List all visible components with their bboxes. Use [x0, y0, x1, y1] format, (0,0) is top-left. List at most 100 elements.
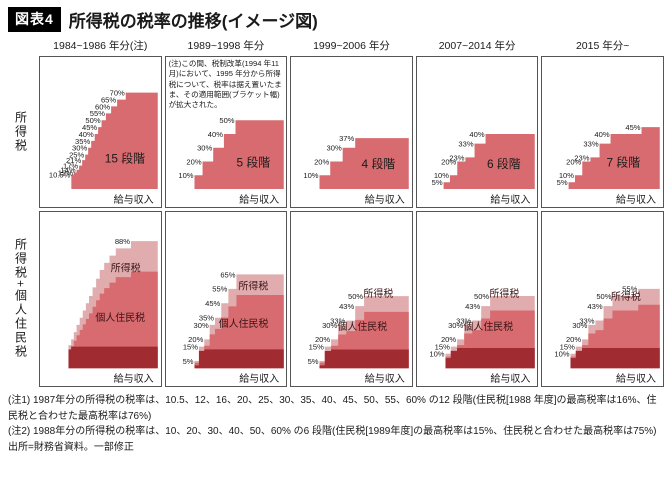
svg-text:30%: 30% — [72, 144, 87, 153]
panel-grid: 1984~1986 年分(注) 1989~1998 年分 1999~2006 年… — [0, 36, 670, 387]
x-axis-label: 給与収入 — [239, 195, 280, 206]
svg-text:55%: 55% — [623, 285, 638, 294]
panel-combined-2015: 10% 15% 20% 30% 33% 43% 50% 55% 所得税 給与収入 — [541, 211, 664, 387]
svg-text:45%: 45% — [82, 123, 97, 132]
svg-text:37%: 37% — [339, 134, 354, 143]
svg-text:5 段階: 5 段階 — [236, 155, 270, 169]
svg-text:55%: 55% — [90, 109, 105, 118]
svg-text:40%: 40% — [79, 130, 94, 139]
svg-text:50%: 50% — [474, 292, 489, 301]
panel-income-tax-2015: 5% 10% 20% 23% 33% 40% 45% 7 段階 給与収入 — [541, 56, 664, 208]
svg-text:個人住民税: 個人住民税 — [463, 320, 513, 333]
svg-text:43%: 43% — [588, 302, 603, 311]
column-header-2007: 2007~2014 年分 — [438, 40, 516, 52]
svg-text:20%: 20% — [315, 335, 330, 344]
column-header-2015: 2015 年分~ — [575, 40, 630, 52]
svg-text:10%: 10% — [429, 350, 444, 359]
row-label-income-tax: 所得税 — [13, 111, 28, 153]
x-axis-label: 給与収入 — [615, 374, 656, 385]
svg-text:所得税: 所得税 — [364, 287, 394, 300]
svg-text:30%: 30% — [197, 144, 212, 153]
svg-text:70%: 70% — [110, 89, 125, 98]
source-note: 出所=財務省資料。一部修正 — [8, 441, 134, 453]
svg-text:所得税: 所得税 — [489, 287, 519, 300]
svg-text:20%: 20% — [186, 158, 201, 167]
svg-text:10%: 10% — [304, 171, 319, 180]
svg-text:30%: 30% — [448, 321, 463, 330]
x-axis-label: 給与収入 — [364, 195, 405, 206]
svg-text:10%: 10% — [434, 171, 449, 180]
svg-text:20%: 20% — [566, 335, 581, 344]
svg-text:15%: 15% — [182, 342, 197, 351]
column-header-1999: 1999~2006 年分 — [313, 40, 390, 52]
panel-income-tax-2007: 5% 10% 20% 23% 33% 40% 6 段階 給与収入 — [415, 56, 539, 208]
column-header-1989: 1989~1998 年分 — [187, 40, 265, 52]
footnote-1: (注1) 1987年分の所得税の税率は、10.5、12、16、20、25、30、… — [8, 395, 657, 422]
svg-text:17%: 17% — [63, 162, 78, 171]
svg-text:88%: 88% — [115, 237, 130, 246]
column-header-1984: 1984~1986 年分(注) — [53, 40, 148, 52]
svg-text:33%: 33% — [458, 140, 473, 149]
x-axis-label: 給与収入 — [615, 195, 656, 206]
svg-text:25%: 25% — [69, 151, 84, 160]
row-label-combined-tax: 所得税+個人住民税 — [13, 238, 28, 360]
step-chart-2015: 5%10% 20%23% 33%40% 45% 7 段階 — [557, 123, 661, 190]
svg-text:33%: 33% — [330, 316, 345, 325]
svg-text:15%: 15% — [309, 342, 324, 351]
svg-text:15%: 15% — [560, 342, 575, 351]
svg-text:45%: 45% — [205, 299, 220, 308]
x-axis-label: 給与収入 — [490, 374, 531, 385]
svg-text:10%: 10% — [559, 171, 574, 180]
svg-text:30%: 30% — [327, 144, 342, 153]
panel-income-tax-1989: (注)この間、税制改革(1994 年11 月)において、1995 年分から所得税… — [164, 56, 288, 208]
svg-text:30%: 30% — [573, 321, 588, 330]
svg-text:60%: 60% — [95, 102, 110, 111]
panel-combined-2007: 10% 15% 20% 30% 33% 43% 50% 所得税 個人住民税 給与収入 — [415, 211, 539, 387]
svg-text:65%: 65% — [220, 270, 235, 279]
svg-text:15 段階: 15 段階 — [105, 152, 145, 166]
svg-text:21%: 21% — [66, 156, 81, 165]
svg-text:5%: 5% — [182, 357, 193, 366]
svg-text:5%: 5% — [557, 178, 568, 187]
svg-text:45%: 45% — [626, 123, 641, 132]
chart-titlebar: 図表4 所得税の税率の推移(イメージ図) — [8, 7, 662, 32]
x-axis-label: 給与収入 — [113, 374, 154, 385]
svg-text:30%: 30% — [322, 321, 337, 330]
panel-combined-1999: 5% 15% 20% 30% 33% 43% 50% 所得税 個人住民税 給与収入 — [290, 211, 413, 387]
svg-text:35%: 35% — [75, 137, 90, 146]
x-axis-label: 給与収入 — [364, 374, 405, 385]
svg-text:個人住民税: 個人住民税 — [338, 320, 388, 333]
svg-text:4 段階: 4 段階 — [362, 157, 396, 171]
svg-text:20%: 20% — [314, 158, 329, 167]
svg-text:23%: 23% — [449, 153, 464, 162]
x-axis-label: 給与収入 — [490, 195, 531, 206]
svg-text:50%: 50% — [219, 116, 234, 125]
panel-income-tax-1984: 10.5% 12% 14% 17% 21% 25% 30% 35% 40% 45% 50% 55% 60… — [39, 56, 162, 208]
step-chart-2007: 5%10% 20%23% 33%40% 6 段階 — [431, 130, 535, 190]
svg-text:35%: 35% — [198, 314, 213, 323]
svg-text:40%: 40% — [207, 130, 222, 139]
page-title: 所得税の税率の推移(イメージ図) — [68, 12, 318, 31]
svg-text:23%: 23% — [575, 153, 590, 162]
svg-text:33%: 33% — [584, 140, 599, 149]
svg-text:14%: 14% — [60, 166, 75, 175]
x-axis-label: 給与収入 — [113, 195, 154, 206]
svg-text:所得税: 所得税 — [238, 279, 268, 292]
svg-text:43%: 43% — [465, 302, 480, 311]
svg-text:10.5%: 10.5% — [49, 171, 71, 180]
svg-text:33%: 33% — [580, 316, 595, 325]
stacked-chart-2015: 10%15%20% 30%33% 43%50% 55%所得税 — [555, 285, 661, 369]
svg-text:10%: 10% — [555, 350, 570, 359]
step-chart-1984: 10.5%12%14%17%21%25%30%35%40%45%50%55%60… — [49, 89, 158, 190]
svg-text:個人住民税: 個人住民税 — [95, 311, 145, 324]
svg-text:50%: 50% — [85, 116, 100, 125]
svg-text:6 段階: 6 段階 — [487, 157, 521, 171]
panel-combined-1989: 5% 15% 20% 30% 35% 45% 55% 65% 所得税 個人住民税 給与収入 — [164, 211, 288, 387]
figure-number-badge: 図表4 — [8, 7, 61, 32]
svg-text:40%: 40% — [595, 130, 610, 139]
svg-text:7 段階: 7 段階 — [607, 155, 641, 169]
footnote-2: (注2) 1988年分の所得税の税率は、10、20、30、40、50、60% の… — [8, 426, 657, 437]
